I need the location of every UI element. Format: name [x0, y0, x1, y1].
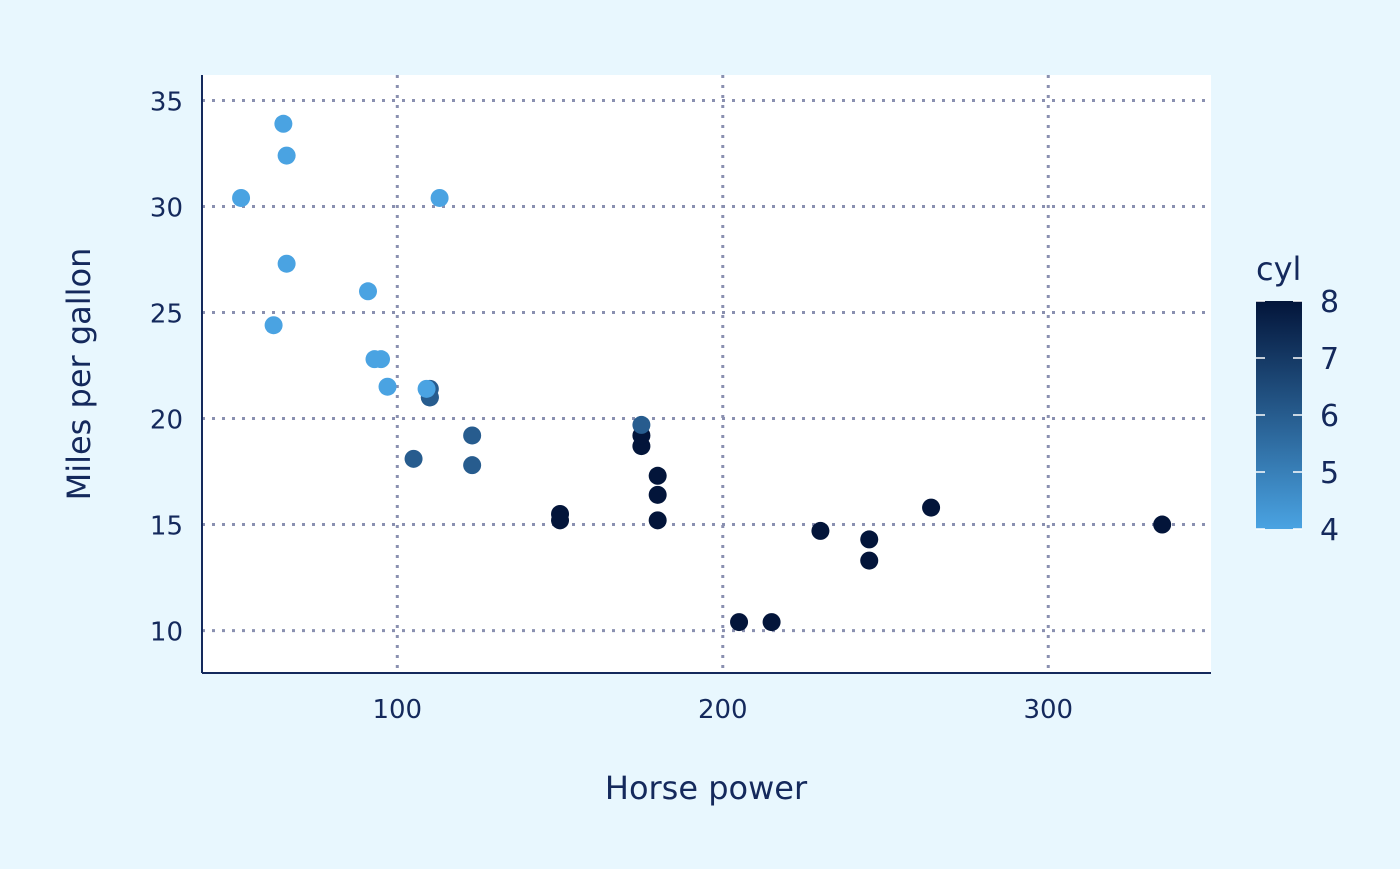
legend-tick-label: 7 [1320, 342, 1339, 377]
grid-lines [202, 75, 1211, 673]
data-point [277, 254, 296, 273]
legend-tick-label: 6 [1320, 399, 1339, 434]
data-point [648, 485, 667, 504]
data-point [232, 188, 251, 207]
legend-tick-label: 8 [1320, 285, 1339, 320]
data-point [551, 511, 570, 530]
y-axis-title: Miles per gallon [60, 248, 98, 501]
legend-title: cyl [1256, 250, 1301, 288]
x-tick-labels: 100 200 300 [372, 695, 1073, 725]
data-point [922, 498, 941, 517]
y-tick-label: 20 [150, 406, 183, 436]
x-tick-label: 200 [698, 695, 748, 725]
y-tick-label: 30 [150, 193, 183, 223]
data-point [730, 613, 749, 632]
legend-tick-label: 5 [1320, 456, 1339, 491]
data-point [274, 114, 293, 133]
data-point [860, 530, 879, 549]
y-tick-label: 35 [150, 87, 183, 117]
data-point [762, 613, 781, 632]
data-point [372, 350, 391, 369]
data-point [404, 449, 423, 468]
x-tick-label: 100 [372, 695, 422, 725]
data-point [277, 146, 296, 165]
data-point [378, 377, 397, 396]
y-tick-label: 25 [150, 300, 183, 330]
color-legend: cyl 4 5 6 7 8 [1256, 250, 1339, 548]
data-point [463, 426, 482, 445]
x-axis-title: Horse power [605, 769, 808, 807]
data-point [1153, 515, 1172, 534]
data-points [232, 114, 1172, 632]
legend-ticks: 4 5 6 7 8 [1256, 285, 1339, 548]
data-point [358, 282, 377, 301]
data-point [632, 415, 651, 434]
data-point [811, 521, 830, 540]
data-point [648, 466, 667, 485]
data-point [860, 551, 879, 570]
y-tick-label: 15 [150, 512, 183, 542]
x-tick-label: 300 [1023, 695, 1073, 725]
data-point [417, 379, 436, 398]
axes [201, 75, 1211, 674]
data-point [648, 511, 667, 530]
plot-panel [202, 75, 1211, 673]
legend-tick-label: 4 [1320, 513, 1339, 548]
data-point [264, 316, 283, 335]
y-tick-label: 10 [150, 618, 183, 648]
data-point [463, 456, 482, 475]
data-point [430, 188, 449, 207]
y-tick-labels: 10 15 20 25 30 35 [150, 87, 183, 647]
